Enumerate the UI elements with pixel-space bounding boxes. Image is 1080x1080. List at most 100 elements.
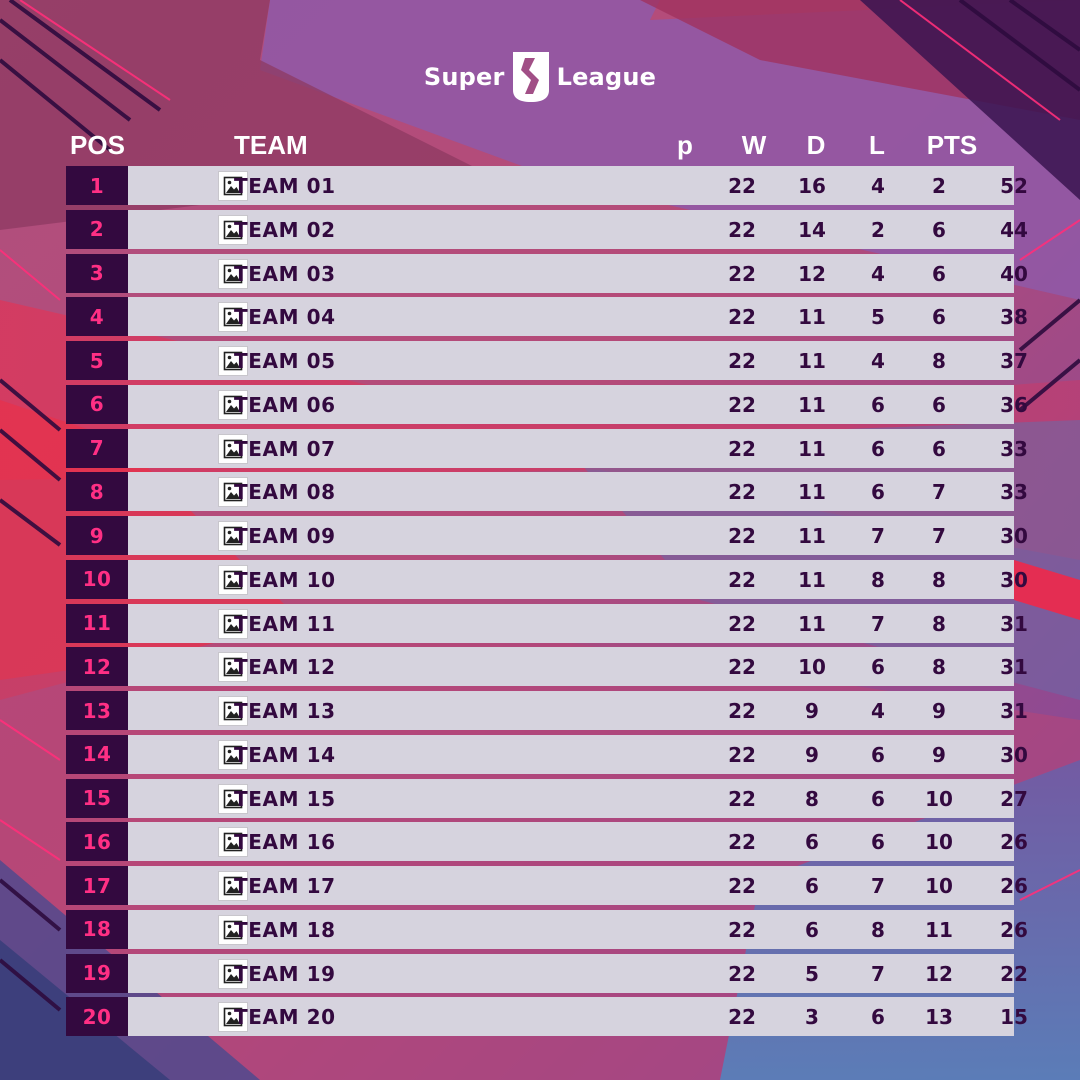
table-row: 12 TEAM 12 22 10 6 8 31	[66, 647, 1028, 687]
lost-value: 13	[925, 1005, 953, 1030]
team-name: TEAM 01	[234, 174, 336, 198]
lost-value: 7	[932, 524, 946, 548]
position-cell: 17	[66, 866, 128, 905]
position-cell: 19	[66, 953, 128, 993]
team-name: TEAM 17	[234, 874, 336, 898]
played-value: 22	[728, 436, 756, 461]
drawn-value: 6	[871, 480, 885, 505]
team-name: TEAM 04	[234, 305, 336, 330]
won-value: 6	[805, 874, 819, 898]
header-lost: L	[869, 130, 885, 160]
won-value: 11	[798, 349, 826, 373]
logo-word-league: League	[556, 63, 657, 91]
table-row: 7 TEAM 07 22 11 6 6 33	[66, 428, 1028, 468]
drawn-value: 2	[871, 217, 885, 242]
position-cell: 8	[66, 472, 128, 512]
team-logo-placeholder	[218, 477, 248, 508]
position-cell: 2	[66, 209, 128, 249]
image-placeholder-icon	[223, 745, 243, 765]
header-team: TEAM	[234, 130, 308, 160]
lost-value: 6	[932, 217, 946, 242]
lost-value: 6	[932, 261, 946, 286]
won-value: 11	[798, 611, 826, 636]
points-value: 31	[1000, 611, 1028, 636]
team-logo-placeholder	[218, 958, 248, 989]
drawn-value: 6	[871, 742, 885, 767]
team-cell: TEAM 07 22 11 6 6 33	[128, 428, 1028, 468]
won-value: 11	[798, 524, 826, 548]
table-row: 6 TEAM 06 22 11 6 6 36	[66, 384, 1028, 424]
team-name: TEAM 14	[234, 742, 336, 767]
played-value: 22	[728, 786, 756, 811]
image-placeholder-icon	[223, 789, 243, 808]
image-placeholder-icon	[223, 439, 243, 458]
image-placeholder-icon	[223, 526, 243, 546]
image-placeholder-icon	[223, 701, 243, 721]
position-cell: 7	[66, 428, 128, 468]
points-value: 15	[1000, 1005, 1028, 1030]
lost-value: 6	[932, 436, 946, 461]
position-value: 17	[82, 873, 112, 898]
image-placeholder-icon	[223, 307, 243, 327]
played-value: 22	[728, 961, 756, 986]
played-value: 22	[728, 261, 756, 286]
position-cell: 10	[66, 559, 128, 599]
image-placeholder-icon	[223, 920, 243, 940]
position-cell: 13	[66, 691, 128, 730]
team-logo-placeholder	[218, 389, 248, 420]
table-row: 9 TEAM 09 22 11 7 7 30	[66, 516, 1028, 555]
drawn-value: 7	[871, 611, 885, 636]
position-value: 6	[89, 392, 105, 417]
position-value: 5	[89, 348, 105, 373]
team-cell: TEAM 20 22 3 6 13 15	[128, 997, 1028, 1037]
position-value: 14	[82, 742, 112, 767]
drawn-value: 6	[871, 392, 885, 417]
lost-value: 10	[925, 874, 953, 898]
table-row: 4 TEAM 04 22 11 5 6 38	[66, 297, 1028, 337]
team-logo-placeholder	[218, 346, 248, 376]
points-value: 52	[1000, 174, 1028, 198]
lost-value: 8	[932, 611, 946, 636]
won-value: 12	[798, 261, 826, 286]
team-logo-placeholder	[218, 652, 248, 683]
points-value: 27	[1000, 786, 1028, 811]
team-logo-placeholder	[218, 302, 248, 333]
team-name: TEAM 16	[234, 830, 336, 855]
points-value: 26	[1000, 874, 1028, 898]
played-value: 22	[728, 349, 756, 373]
team-name: TEAM 08	[234, 480, 336, 505]
image-placeholder-icon	[223, 657, 243, 677]
lost-value: 9	[932, 742, 946, 767]
team-cell: TEAM 17 22 6 7 10 26	[128, 866, 1028, 905]
table-row: 5 TEAM 05 22 11 4 8 37	[66, 341, 1028, 380]
image-placeholder-icon	[223, 832, 243, 852]
lost-value: 7	[932, 480, 946, 505]
won-value: 9	[805, 742, 819, 767]
team-name: TEAM 09	[234, 524, 336, 548]
points-value: 31	[1000, 699, 1028, 723]
drawn-value: 4	[871, 174, 885, 198]
won-value: 11	[798, 567, 826, 592]
lost-value: 8	[932, 349, 946, 373]
won-value: 6	[805, 830, 819, 855]
drawn-value: 8	[871, 567, 885, 592]
drawn-value: 6	[871, 1005, 885, 1030]
won-value: 6	[805, 917, 819, 942]
position-value: 8	[89, 479, 105, 504]
position-value: 11	[82, 611, 112, 635]
image-placeholder-icon	[223, 876, 243, 896]
image-placeholder-icon	[223, 351, 243, 371]
logo-word-super: Super	[423, 63, 505, 91]
image-placeholder-icon	[223, 220, 243, 240]
points-value: 40	[1000, 261, 1028, 286]
table-row: 1 TEAM 01 22 16 4 2 52	[66, 166, 1028, 205]
team-cell: TEAM 13 22 9 4 9 31	[128, 691, 1028, 730]
team-cell: TEAM 03 22 12 4 6 40	[128, 253, 1028, 293]
position-value: 20	[82, 1004, 112, 1029]
position-cell: 6	[66, 384, 128, 424]
team-cell: TEAM 01 22 16 4 2 52	[128, 166, 1028, 205]
played-value: 22	[728, 480, 756, 505]
played-value: 22	[728, 830, 756, 855]
team-cell: TEAM 19 22 5 7 12 22	[128, 953, 1028, 993]
image-placeholder-icon	[223, 964, 243, 983]
